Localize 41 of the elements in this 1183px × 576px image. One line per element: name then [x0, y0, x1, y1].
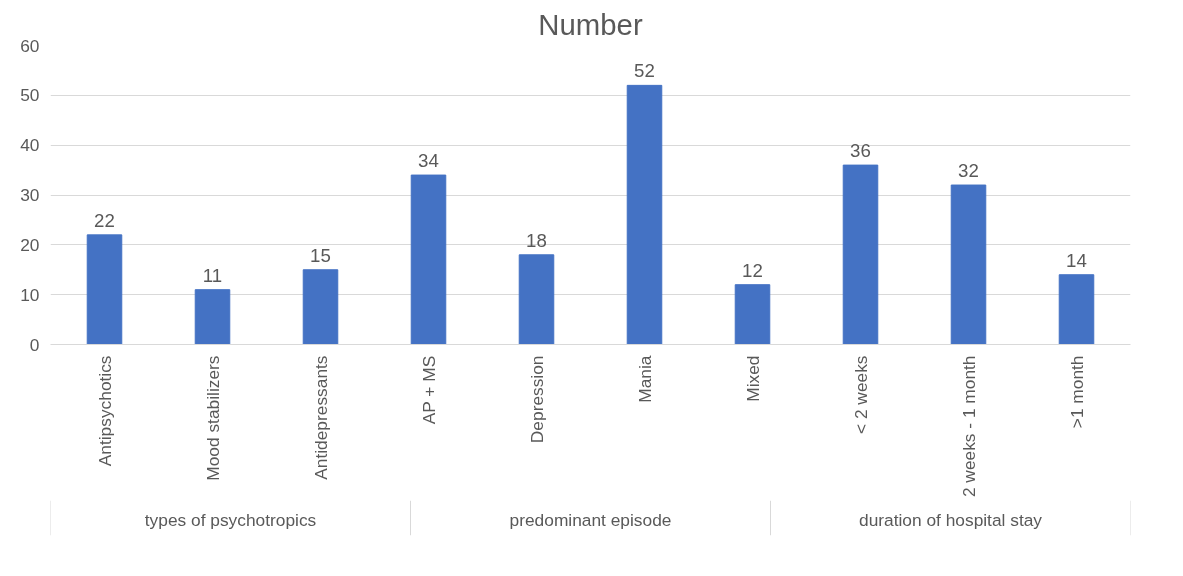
bar	[194, 289, 231, 345]
y-tick-label: 20	[20, 234, 40, 255]
x-tick-label: Depression	[526, 355, 547, 444]
chart-title: Number	[538, 7, 643, 41]
x-tick-label: Mania	[634, 355, 655, 403]
text: duration of hospital stay	[858, 509, 1043, 530]
data-label: 36	[850, 140, 871, 162]
data-label: 18	[526, 229, 547, 251]
y-tick-label: 50	[20, 85, 40, 106]
x-tick-label: Mood stabilizers	[202, 355, 223, 481]
y-tick-label: 60	[20, 35, 40, 56]
x-tick-label: >1 month	[1066, 355, 1087, 429]
data-label: 34	[418, 150, 439, 172]
data-label: 22	[94, 209, 115, 231]
text: types of psychotropics	[144, 509, 317, 530]
data-label: 14	[1066, 249, 1087, 271]
bar	[302, 269, 339, 345]
y-tick-label: 0	[29, 334, 40, 355]
data-label: 12	[742, 259, 763, 281]
x-tick-label: < 2 weeks	[850, 355, 871, 434]
x-tick-label: Antipsychotics	[94, 355, 115, 467]
bar	[86, 234, 123, 345]
y-tick-label: 10	[20, 284, 40, 305]
x-tick-label: 2 weeks - 1 month	[958, 355, 979, 498]
bar	[950, 184, 987, 345]
x-tick-label: Mixed	[742, 355, 763, 402]
y-tick-label: 40	[20, 135, 40, 156]
text: predominant episode	[509, 509, 672, 530]
bar	[626, 84, 663, 345]
x-tick-label: AP + MS	[418, 355, 439, 425]
data-label: 11	[202, 264, 223, 286]
bar	[410, 174, 447, 345]
bar	[518, 254, 555, 345]
y-tick-label: 30	[20, 185, 40, 205]
bar	[842, 164, 879, 345]
x-tick-label: Antidepressants	[310, 355, 331, 480]
data-label: 52	[634, 60, 655, 82]
bar	[734, 284, 771, 345]
bar	[1058, 274, 1095, 345]
data-label: 15	[310, 244, 331, 266]
data-label: 32	[958, 160, 979, 182]
